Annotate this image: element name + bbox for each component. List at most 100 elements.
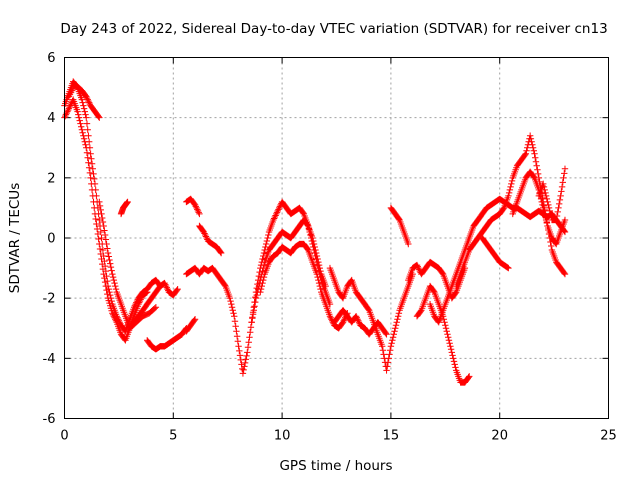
data-point (112, 285, 120, 293)
series-trace-p (387, 204, 412, 248)
data-point (273, 210, 280, 218)
data-point (508, 177, 516, 185)
data-point (98, 234, 105, 242)
series-trace-n (326, 264, 416, 374)
x-tick-label: 25 (600, 429, 617, 444)
data-point (173, 286, 181, 294)
y-tick-label: -2 (43, 292, 56, 307)
data-point (556, 196, 564, 204)
data-point (394, 316, 401, 323)
data-point (465, 374, 472, 381)
data-point (447, 343, 454, 350)
data-point (98, 255, 105, 263)
data-point (313, 270, 321, 278)
data-points (61, 78, 569, 386)
data-point (327, 314, 334, 321)
series-trace-l (196, 222, 225, 257)
data-point (200, 228, 207, 236)
data-point (192, 203, 199, 210)
data-point (451, 361, 458, 368)
data-point (101, 231, 109, 239)
data-point (394, 313, 402, 320)
data-point (217, 249, 225, 257)
data-point (315, 279, 323, 287)
data-point (99, 265, 107, 273)
y-tick-label: 0 (47, 232, 55, 247)
data-point (66, 103, 73, 111)
data-point (110, 313, 118, 320)
data-point (405, 240, 412, 248)
data-point (554, 208, 561, 216)
data-point (97, 250, 104, 258)
x-tick-label: 15 (383, 429, 400, 444)
data-point (143, 288, 151, 296)
data-point (304, 221, 311, 229)
data-point (532, 158, 540, 165)
data-point (80, 105, 88, 112)
data-point (505, 192, 512, 200)
data-point (232, 323, 239, 330)
data-point (450, 358, 458, 365)
data-point (85, 164, 93, 172)
data-point (445, 337, 453, 344)
data-point (260, 276, 267, 284)
data-point (100, 270, 107, 278)
data-point (392, 322, 400, 329)
data-point (389, 337, 396, 344)
data-point (353, 314, 361, 321)
data-point (311, 243, 318, 251)
data-point (317, 285, 324, 293)
data-point (157, 282, 164, 290)
data-point (258, 282, 265, 290)
data-point (452, 289, 459, 297)
data-point (540, 204, 547, 212)
data-point (545, 201, 552, 209)
data-point (97, 206, 104, 214)
data-point (444, 331, 451, 338)
data-point (249, 311, 257, 318)
data-point (393, 319, 400, 326)
data-point (522, 150, 530, 157)
data-point (450, 355, 457, 362)
series-trace-w (535, 165, 569, 224)
data-point (561, 270, 569, 278)
data-point (196, 210, 203, 218)
data-point (248, 319, 255, 326)
data-point (541, 186, 548, 194)
data-point (524, 144, 531, 151)
data-point (430, 287, 437, 295)
data-point (539, 201, 546, 209)
series-trace-t (452, 132, 569, 290)
data-point (354, 316, 361, 323)
data-point (79, 99, 86, 106)
data-point (112, 316, 119, 323)
x-axis-label: GPS time / hours (279, 458, 392, 474)
y-tick-label: 2 (47, 171, 55, 186)
data-point (106, 256, 113, 264)
data-point (533, 162, 540, 169)
y-axis-ticks: -6 -4 -2 0 2 4 6 (43, 51, 609, 427)
data-point (339, 319, 347, 326)
data-point (440, 316, 448, 323)
data-point (104, 290, 111, 298)
data-point (156, 283, 163, 291)
data-point (314, 255, 321, 263)
data-point (96, 198, 103, 206)
data-point (201, 230, 208, 237)
data-point (561, 216, 569, 224)
data-point (446, 340, 453, 347)
data-point (415, 264, 422, 272)
y-tick-label: -4 (43, 352, 56, 367)
data-point (241, 363, 248, 370)
data-point (151, 304, 159, 312)
data-point (162, 281, 169, 288)
data-point (383, 367, 390, 374)
series-trace-c (65, 81, 103, 121)
data-point (152, 303, 160, 311)
data-point (441, 319, 448, 326)
data-point (101, 274, 108, 282)
data-point (560, 174, 567, 182)
data-point (245, 339, 252, 346)
data-point (174, 285, 181, 293)
